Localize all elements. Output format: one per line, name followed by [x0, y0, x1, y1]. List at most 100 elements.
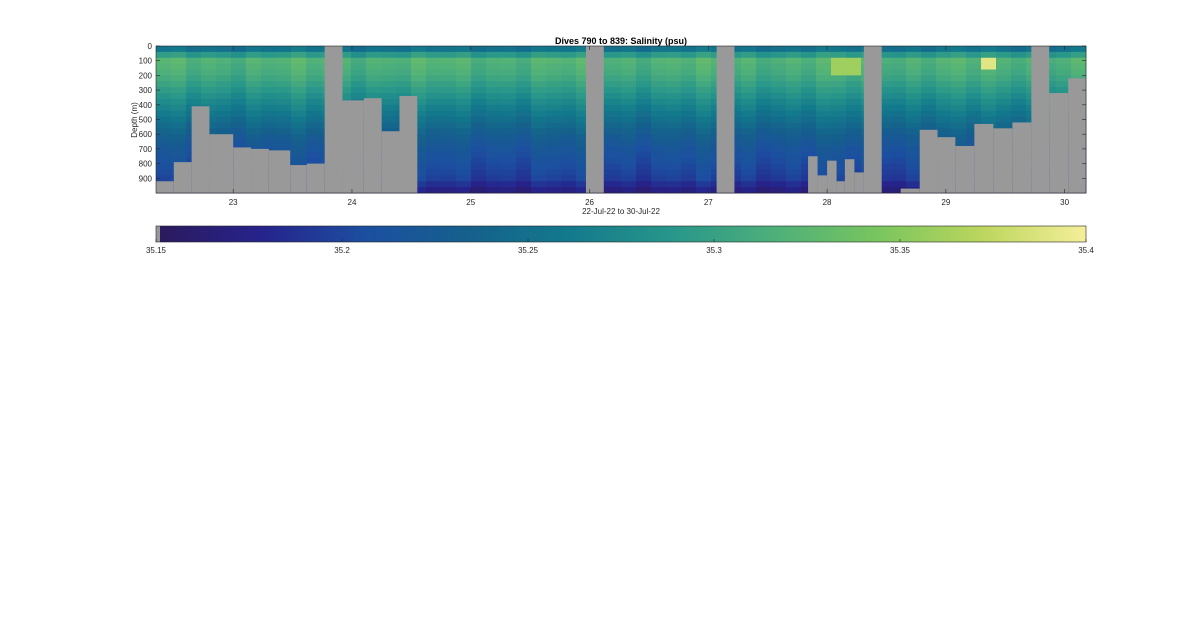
heatmap-cell — [561, 51, 577, 59]
heatmap-cell — [891, 93, 907, 100]
heatmap-cell — [246, 140, 262, 147]
heatmap-cell — [696, 145, 712, 153]
no-data-region — [716, 46, 735, 193]
heatmap-cell — [411, 145, 427, 153]
no-data-region — [827, 160, 837, 193]
heatmap-cell — [261, 93, 277, 100]
heatmap-cell — [156, 104, 172, 112]
heatmap-cell — [171, 151, 187, 159]
heatmap-cell — [621, 181, 637, 188]
heatmap-cell — [546, 151, 562, 159]
heatmap-cell — [666, 134, 682, 141]
heatmap-cell — [831, 87, 847, 94]
heatmap-cell — [396, 46, 412, 53]
heatmap-cell — [486, 134, 502, 141]
heatmap-cell — [441, 63, 457, 70]
heatmap-cell — [801, 116, 817, 123]
heatmap-cell — [381, 98, 397, 106]
heatmap-cell — [981, 104, 997, 112]
heatmap-cell — [786, 157, 802, 164]
heatmap-cell — [651, 93, 667, 100]
heatmap-cell — [666, 169, 682, 176]
heatmap-cell — [381, 81, 397, 88]
heatmap-cell — [531, 145, 547, 153]
heatmap-cell — [261, 57, 277, 65]
heatmap-cell — [771, 110, 787, 117]
colorbar — [160, 226, 1086, 242]
heatmap-cell — [546, 104, 562, 112]
heatmap-cell — [651, 104, 667, 112]
heatmap-cell — [501, 151, 517, 159]
heatmap-cell — [636, 169, 652, 176]
heatmap-cell — [771, 157, 787, 164]
heatmap-cell — [876, 122, 892, 129]
heatmap-cell — [261, 104, 277, 112]
heatmap-cell — [531, 69, 547, 76]
heatmap-cell — [891, 157, 907, 164]
heatmap-cell — [606, 151, 622, 159]
heatmap-cell — [681, 163, 697, 170]
heatmap-cell — [996, 75, 1012, 82]
heatmap-cell — [681, 134, 697, 141]
heatmap-cell — [456, 169, 472, 176]
heatmap-cell — [411, 163, 427, 170]
heatmap-cell — [951, 75, 967, 82]
heatmap-cell — [411, 98, 427, 106]
heatmap-cell — [486, 63, 502, 70]
heatmap-cell — [906, 175, 922, 182]
heatmap-cell — [411, 69, 427, 76]
heatmap-cell — [651, 181, 667, 188]
heatmap-cell — [981, 87, 997, 94]
heatmap-cell — [456, 163, 472, 170]
heatmap-cell — [996, 122, 1012, 129]
heatmap-cell — [786, 122, 802, 129]
x-axis: 23 24 25 26 27 28 29 30 — [229, 46, 1070, 207]
heatmap-cell — [576, 181, 592, 188]
heatmap-cell — [441, 46, 457, 53]
heatmap-cell — [951, 81, 967, 88]
heatmap-cell — [786, 46, 802, 53]
heatmap-cell — [876, 116, 892, 123]
heatmap-cell — [426, 151, 442, 159]
heatmap-cell — [546, 63, 562, 70]
heatmap-cell — [831, 151, 847, 159]
heatmap-cell — [201, 75, 217, 82]
heatmap-cell — [291, 110, 307, 117]
no-data-region — [191, 106, 210, 193]
heatmap-cell — [306, 69, 322, 76]
heatmap-cell — [741, 163, 757, 170]
heatmap-cell — [231, 75, 247, 82]
heatmap-cell — [606, 181, 622, 188]
heatmap-cell — [441, 157, 457, 164]
heatmap-cell — [891, 104, 907, 112]
heatmap-cell — [471, 93, 487, 100]
heatmap-cell — [696, 175, 712, 182]
heatmap-cell — [846, 128, 862, 135]
heatmap-cell — [801, 104, 817, 112]
heatmap-cell — [381, 122, 397, 129]
heatmap-cell — [621, 116, 637, 123]
heatmap-cell — [696, 69, 712, 76]
heatmap-cell — [621, 151, 637, 159]
heatmap-cell — [261, 134, 277, 141]
heatmap-cell — [441, 98, 457, 106]
heatmap-cell — [411, 187, 427, 194]
heatmap-cell — [771, 140, 787, 147]
heatmap-cell — [411, 140, 427, 147]
heatmap-cell — [456, 151, 472, 159]
heatmap-cell — [561, 63, 577, 70]
heatmap-cell — [741, 75, 757, 82]
heatmap-cell — [666, 87, 682, 94]
heatmap-cell — [156, 75, 172, 82]
heatmap-cell — [291, 81, 307, 88]
colorbar-nodata-swatch — [156, 226, 160, 242]
heatmap-cell — [756, 63, 772, 70]
heatmap-cell — [291, 51, 307, 59]
heatmap-cell — [501, 181, 517, 188]
heatmap-cell — [981, 57, 997, 65]
y-tick-label: 300 — [139, 86, 153, 95]
heatmap-cell — [951, 104, 967, 112]
heatmap-cell — [801, 93, 817, 100]
heatmap-cell — [561, 116, 577, 123]
chart-title: Dives 790 to 839: Salinity (psu) — [555, 36, 687, 46]
